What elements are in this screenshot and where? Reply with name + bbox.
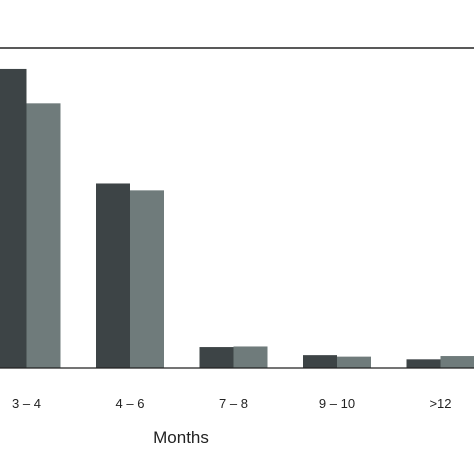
bar-series1-1 [0,68,27,369]
x-tick-label-5: >12 [429,396,451,411]
x-tick-label-3: 7 – 8 [219,396,248,411]
bar-series2-5 [440,356,474,368]
bar-series1-4 [303,355,337,368]
bar-series1-2 [96,183,130,368]
bar-series2-3 [233,346,268,368]
x-tick-label-4: 9 – 10 [319,396,355,411]
bar-series2-4 [337,356,371,368]
bars-layer [0,68,474,369]
bar-series2-1 [26,103,61,369]
x-axis-title: Months [153,428,209,447]
bar-series2-2 [130,190,164,368]
x-tick-label-2: 4 – 6 [116,396,145,411]
x-tick-labels: 3 – 4 4 – 6 7 – 8 9 – 10 >12 [12,396,451,411]
bar-series1-5 [406,359,441,368]
bar-series1-3 [199,347,234,368]
x-tick-label-1: 3 – 4 [12,396,41,411]
